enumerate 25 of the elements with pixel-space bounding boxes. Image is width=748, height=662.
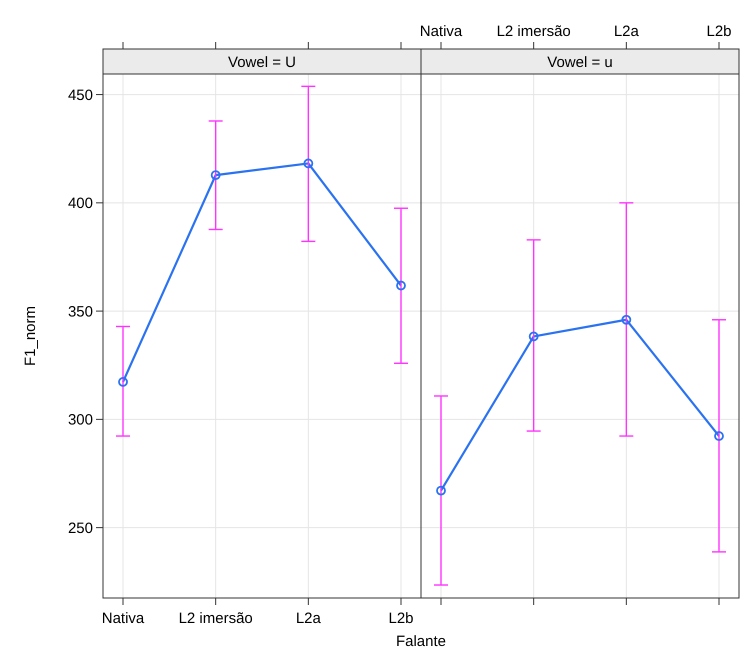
x-axis-title: Falante: [396, 633, 446, 650]
chart-title: Vowel = U: [228, 54, 296, 71]
x-tick-label: L2b: [706, 23, 732, 40]
point: [528, 332, 539, 342]
x-tick-label: L2b: [388, 610, 414, 627]
point: [210, 170, 221, 180]
point: [303, 158, 314, 168]
y-tick-label: 400: [68, 195, 93, 212]
y-tick-label: 300: [68, 412, 93, 429]
point: [396, 280, 406, 290]
y-tick-label: 450: [68, 86, 93, 104]
x-tick-label: L2 imersão: [178, 610, 253, 627]
x-tick-label: L2a: [296, 610, 322, 627]
point: [621, 314, 632, 325]
x-tick-label: L2 imersão: [496, 23, 571, 40]
y-axis-title: F1_norm: [22, 306, 39, 366]
point: [714, 431, 724, 441]
chart-title: Vowel = u: [547, 54, 613, 71]
x-tick-label: Nativa: [420, 23, 463, 40]
x-tick-label: L2a: [614, 23, 640, 40]
x-tick-label: Nativa: [102, 610, 145, 627]
point: [118, 377, 128, 387]
point: [436, 486, 446, 496]
y-tick-label: 350: [68, 303, 93, 320]
y-tick-label: 250: [68, 520, 93, 537]
